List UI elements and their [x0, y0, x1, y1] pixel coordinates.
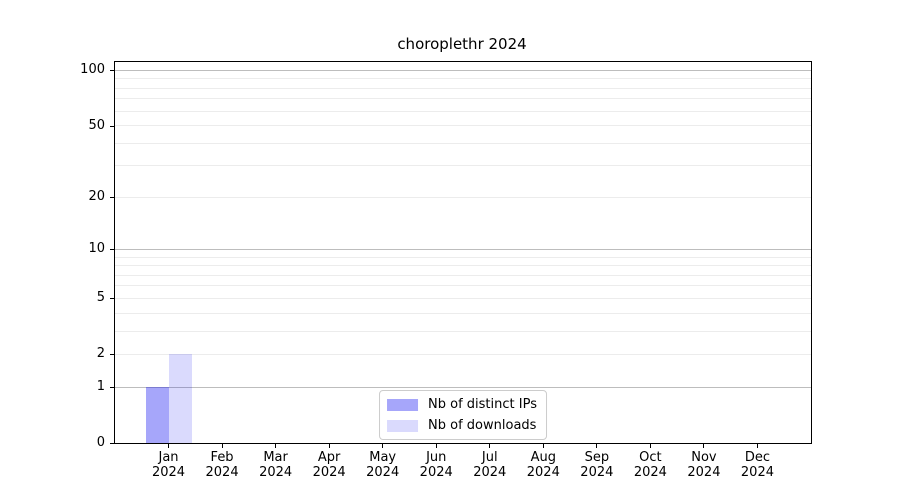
minor-gridline	[115, 312, 811, 314]
y-tick-mark	[110, 298, 114, 300]
y-tick-mark	[110, 70, 114, 72]
x-tick-mark	[221, 444, 223, 448]
legend: Nb of distinct IPs Nb of downloads	[379, 390, 547, 440]
x-tick-label: Nov 2024	[687, 450, 721, 480]
x-tick-mark	[703, 444, 705, 448]
minor-gridline	[115, 265, 811, 267]
minor-gridline	[115, 78, 811, 80]
x-tick-mark	[275, 444, 277, 448]
x-tick-label: May 2024	[366, 450, 400, 480]
plot-area: Nb of distinct IPs Nb of downloads	[114, 61, 812, 444]
x-tick-mark	[756, 444, 758, 448]
minor-gridline	[115, 110, 811, 112]
x-tick-label: Jun 2024	[419, 450, 453, 480]
x-tick-mark	[328, 444, 330, 448]
y-tick-mark	[110, 387, 114, 389]
x-tick-label: Aug 2024	[526, 450, 560, 480]
y-tick-label: 5	[96, 290, 105, 306]
x-tick-label: Apr 2024	[312, 450, 346, 480]
y-tick-mark	[110, 354, 114, 356]
legend-item-distinct-ips: Nb of distinct IPs	[387, 396, 537, 413]
bar-jan-series-0	[145, 387, 169, 443]
y-tick-label: 1	[96, 379, 105, 395]
x-tick-mark	[168, 444, 170, 448]
minor-gridline	[115, 330, 811, 332]
x-tick-label: Feb 2024	[205, 450, 239, 480]
minor-gridline	[115, 98, 811, 100]
minor-gridline	[115, 125, 811, 127]
x-tick-label: Mar 2024	[259, 450, 293, 480]
minor-gridline	[115, 353, 811, 355]
x-tick-mark	[542, 444, 544, 448]
minor-gridline	[115, 87, 811, 89]
legend-swatch-distinct-ips	[387, 398, 419, 411]
y-tick-label: 2	[96, 346, 105, 362]
x-tick-label: Dec 2024	[740, 450, 774, 480]
x-tick-label: Oct 2024	[633, 450, 667, 480]
minor-gridline	[115, 285, 811, 287]
x-tick-label: Sep 2024	[580, 450, 614, 480]
bar-jan-series-1	[168, 354, 192, 443]
legend-swatch-downloads	[387, 419, 419, 432]
x-tick-mark	[649, 444, 651, 448]
x-tick-mark	[596, 444, 598, 448]
x-tick-mark	[435, 444, 437, 448]
legend-item-downloads: Nb of downloads	[387, 417, 537, 434]
y-tick-mark	[110, 125, 114, 127]
y-tick-mark	[110, 249, 114, 251]
legend-label-distinct-ips: Nb of distinct IPs	[428, 397, 537, 412]
minor-gridline	[115, 297, 811, 299]
minor-gridline	[115, 196, 811, 198]
minor-gridline	[115, 165, 811, 167]
y-tick-label: 0	[96, 435, 105, 450]
major-gridline	[115, 248, 811, 250]
y-tick-label: 10	[88, 241, 105, 257]
major-gridline	[115, 386, 811, 388]
x-tick-label: Jul 2024	[473, 450, 507, 480]
chart-title: choroplethr 2024	[397, 35, 527, 53]
legend-label-downloads: Nb of downloads	[428, 418, 537, 433]
minor-gridline	[115, 142, 811, 144]
minor-gridline	[115, 274, 811, 276]
x-tick-label: Jan 2024	[151, 450, 186, 480]
x-tick-mark	[489, 444, 491, 448]
y-tick-mark	[110, 443, 114, 444]
x-tick-mark	[382, 444, 384, 448]
major-gridline	[115, 69, 811, 71]
minor-gridline	[115, 256, 811, 258]
y-tick-mark	[110, 197, 114, 199]
y-tick-label: 50	[88, 117, 105, 133]
y-tick-label: 100	[80, 62, 105, 78]
y-tick-label: 20	[88, 189, 105, 205]
